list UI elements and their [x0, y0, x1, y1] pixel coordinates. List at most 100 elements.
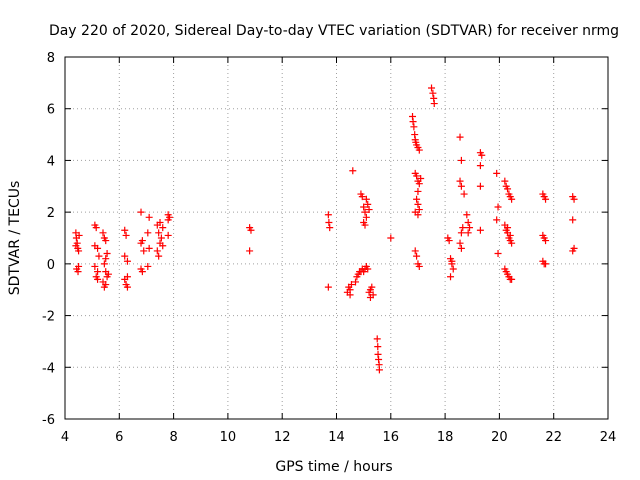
- x-axis-label: GPS time / hours: [275, 459, 392, 475]
- x-tick-label: 8: [169, 430, 177, 445]
- data-point-marker: [362, 213, 370, 221]
- x-tick-label: 4: [61, 430, 69, 445]
- data-point-marker: [103, 250, 111, 258]
- data-point-marker: [448, 257, 456, 265]
- data-point-marker: [457, 244, 465, 252]
- data-point-marker: [414, 187, 422, 195]
- data-point-marker: [145, 244, 153, 252]
- y-tick-label: 8: [47, 51, 55, 66]
- data-point-marker: [121, 252, 129, 260]
- data-point-marker: [159, 242, 167, 250]
- data-point-marker: [156, 218, 164, 226]
- x-tick-label: 12: [274, 430, 291, 445]
- data-point-marker: [409, 118, 417, 126]
- x-tick-label: 18: [437, 430, 454, 445]
- y-tick-label: -4: [42, 361, 55, 376]
- data-point-marker: [415, 206, 423, 214]
- x-tick-label: 24: [600, 430, 617, 445]
- data-point-marker: [140, 247, 148, 255]
- data-point-marker: [361, 221, 369, 229]
- data-point-marker: [324, 283, 332, 291]
- x-tick-label: 6: [115, 430, 123, 445]
- data-point-marker: [493, 216, 501, 224]
- data-point-marker: [429, 89, 437, 97]
- data-point-marker: [144, 229, 152, 237]
- data-point-marker: [352, 278, 360, 286]
- data-point-marker: [542, 195, 550, 203]
- data-point-marker: [411, 247, 419, 255]
- data-point-marker: [99, 229, 107, 237]
- data-point-marker: [326, 224, 334, 232]
- data-point-marker: [137, 265, 145, 273]
- grid-lines: [65, 57, 608, 419]
- data-point-marker: [364, 265, 372, 273]
- data-point-marker: [100, 260, 108, 268]
- data-point-marker: [413, 252, 421, 260]
- data-point-marker: [570, 195, 578, 203]
- data-point-marker: [542, 237, 550, 245]
- data-point-marker: [94, 275, 102, 283]
- data-point-marker: [464, 218, 472, 226]
- data-point-marker: [449, 265, 457, 273]
- data-point-marker: [494, 250, 502, 258]
- data-point-marker: [366, 293, 374, 301]
- data-point-marker: [466, 224, 474, 232]
- data-point-marker: [415, 262, 423, 270]
- data-point-marker: [569, 247, 577, 255]
- data-point-marker: [137, 239, 145, 247]
- data-point-marker: [324, 211, 332, 219]
- data-point-marker: [504, 224, 512, 232]
- data-point-marker: [456, 133, 464, 141]
- data-point-marker: [504, 185, 512, 193]
- data-point-marker: [362, 195, 370, 203]
- data-point-marker: [349, 167, 357, 175]
- data-point-marker: [164, 216, 172, 224]
- data-point-marker: [358, 193, 366, 201]
- data-point-marker: [459, 224, 467, 232]
- y-tick-label: -2: [42, 310, 55, 325]
- data-point-marker: [123, 273, 131, 281]
- y-tick-label: -6: [42, 413, 55, 428]
- data-point-marker: [247, 226, 255, 234]
- data-point-marker: [102, 255, 110, 263]
- data-point-marker: [457, 156, 465, 164]
- data-point-marker: [456, 177, 464, 185]
- y-axis-label: SDTVAR / TECUs: [7, 181, 23, 296]
- data-point-marker: [75, 262, 83, 270]
- data-point-marker: [493, 169, 501, 177]
- data-point-marker: [508, 239, 516, 247]
- data-point-marker: [75, 231, 83, 239]
- data-point-marker: [464, 229, 472, 237]
- data-point-marker: [164, 231, 172, 239]
- data-point-marker: [430, 100, 438, 108]
- data-point-marker: [361, 208, 369, 216]
- data-point-marker: [508, 195, 516, 203]
- data-point-marker: [347, 281, 355, 289]
- data-point-marker: [364, 200, 372, 208]
- data-point-marker: [159, 224, 167, 232]
- data-point-marker: [95, 252, 103, 260]
- data-point-marker: [375, 366, 383, 374]
- data-point-marker: [542, 260, 550, 268]
- data-point-marker: [463, 211, 471, 219]
- data-point-marker: [460, 190, 468, 198]
- data-point-marker: [447, 273, 455, 281]
- data-point-marker: [411, 208, 419, 216]
- data-point-marker: [75, 247, 83, 255]
- data-point-marker: [102, 237, 110, 245]
- data-point-marker: [428, 84, 436, 92]
- data-point-marker: [123, 257, 131, 265]
- data-point-marker: [104, 270, 112, 278]
- data-point-marker: [325, 218, 333, 226]
- data-point-marker: [373, 335, 381, 343]
- data-point-marker: [445, 237, 453, 245]
- data-point-marker: [72, 242, 80, 250]
- x-tick-label: 22: [545, 430, 562, 445]
- data-point-marker: [501, 177, 509, 185]
- y-tick-label: 6: [47, 103, 55, 118]
- data-point-marker: [417, 175, 425, 183]
- data-point-marker: [478, 151, 486, 159]
- data-point-marker: [365, 206, 373, 214]
